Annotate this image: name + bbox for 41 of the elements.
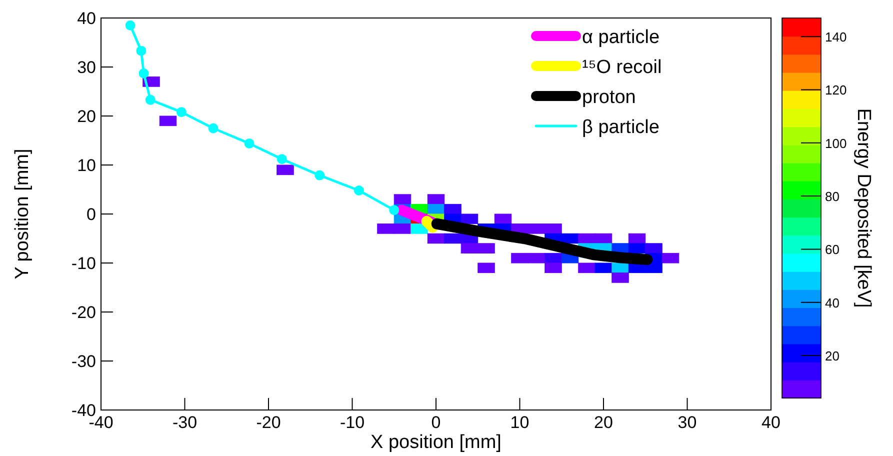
color-bar-label: 80 (825, 189, 840, 204)
x-axis-title: X position [mm] (370, 432, 502, 453)
point (276, 154, 287, 164)
color-bar-label: 100 (825, 136, 847, 151)
y-tick-label: -20 (71, 303, 96, 322)
color-bar-label: 140 (825, 30, 847, 45)
point (145, 94, 156, 105)
color-bar-label: 60 (825, 242, 840, 258)
x-tick-label: 20 (594, 413, 613, 432)
x-tick-label: -20 (256, 413, 281, 432)
y-tick-label: 20 (77, 107, 96, 126)
legend-label: proton (582, 87, 636, 108)
point (389, 205, 400, 216)
x-tick-label: -30 (172, 413, 198, 432)
point (314, 170, 325, 180)
point (136, 46, 146, 56)
x-tick-label: 40 (762, 413, 780, 432)
point (208, 123, 218, 134)
color-bar-title: Energy Deposited [keV] (853, 108, 874, 308)
legend-label: ¹⁵O recoil (582, 57, 662, 78)
x-tick-label: 30 (678, 413, 697, 432)
point (138, 68, 149, 78)
y-axis-title: Y position [mm] (12, 148, 33, 280)
y-tick-label: -30 (71, 352, 96, 371)
legend-label: α particle (582, 27, 660, 48)
color-bar-label: 20 (825, 348, 840, 364)
x-tick-label: 0 (431, 413, 441, 432)
point (125, 20, 136, 30)
y-tick-label: 30 (77, 58, 96, 77)
legend-label: β particle (582, 117, 660, 138)
point (354, 185, 364, 196)
y-tick-label: 10 (77, 156, 96, 175)
color-bar-label: 120 (825, 82, 847, 98)
point (176, 107, 186, 118)
y-tick-label: 0 (86, 205, 96, 224)
x-tick-label: 10 (510, 413, 530, 432)
color-bar-label: 40 (825, 295, 840, 310)
y-tick-label: 40 (77, 9, 96, 28)
y-tick-label: -10 (71, 254, 96, 273)
point (244, 138, 254, 148)
x-tick-label: -10 (340, 413, 365, 432)
